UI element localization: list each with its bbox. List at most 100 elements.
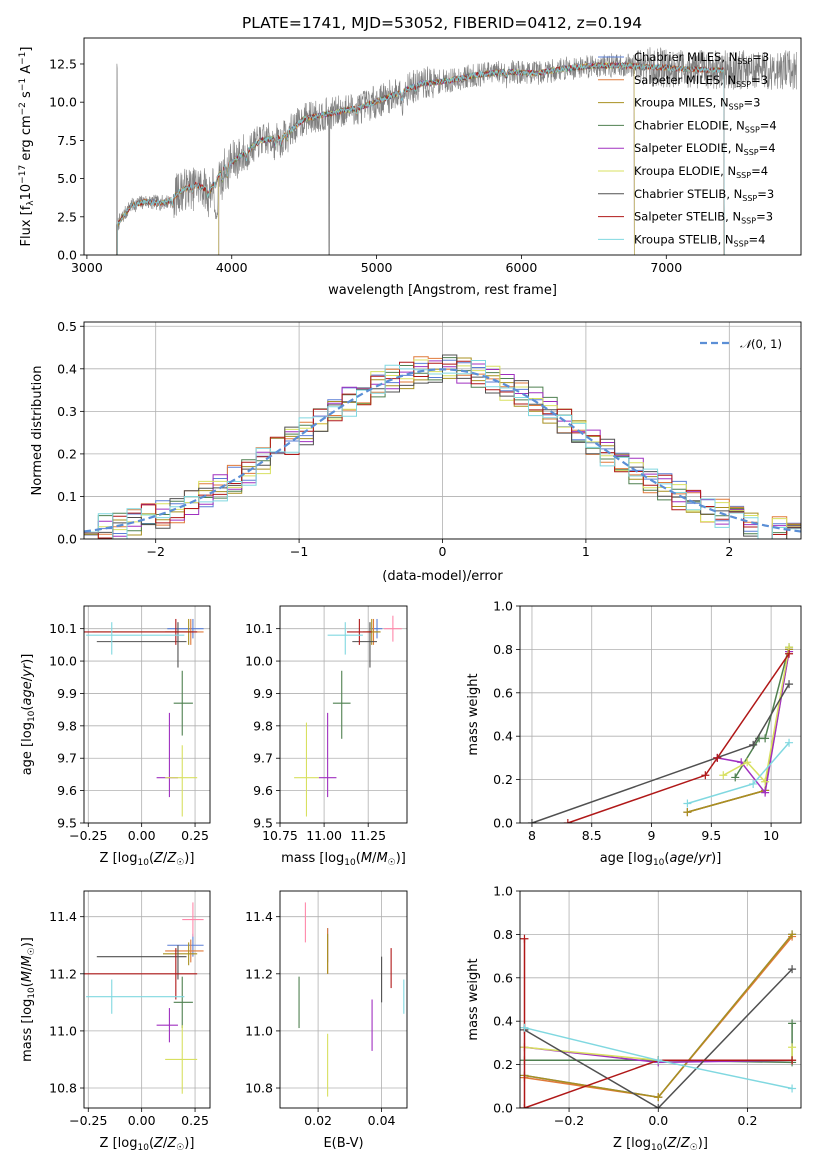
label-part: =3	[757, 187, 774, 201]
label-part: /	[694, 851, 699, 866]
weight-marker	[520, 1104, 529, 1108]
label-part: erg cm	[19, 115, 34, 164]
panel-age_vs_Z: −0.25 0.00 0.25 9.5 9.6 9.7 9.8 9.9 10.0 10.1 Z [l…	[20, 605, 211, 868]
axes-frame	[279, 890, 408, 1109]
y-tick-label: 0.1	[57, 489, 77, 504]
weight-marker	[761, 777, 770, 786]
label-part: yr	[20, 662, 35, 678]
data-layer	[294, 615, 402, 817]
x-tick-label: −0.25	[69, 1113, 107, 1128]
label-part: SSP	[736, 80, 751, 89]
label-part: =3	[744, 96, 761, 110]
label-part: =4	[749, 232, 766, 246]
label-part: 10	[19, 184, 34, 201]
grid	[84, 891, 210, 1108]
label-part: Z	[680, 1136, 691, 1151]
label-part: ☉	[27, 947, 37, 955]
label-part: M	[376, 851, 387, 866]
y-tick-label: 9.8	[57, 718, 77, 733]
axes-frame	[83, 890, 211, 1109]
y-tick-label: 0.8	[493, 642, 513, 657]
legend-entry: Kroupa MILES, NSSP=3	[634, 96, 760, 112]
label-part: /	[163, 1136, 168, 1151]
label-part: =3	[756, 210, 773, 224]
label-part: 10	[27, 987, 37, 999]
plot-area	[520, 606, 801, 823]
label-part: ☉	[690, 1143, 698, 1153]
label-part: λ	[26, 200, 36, 206]
label-part: age	[20, 681, 35, 705]
data-layer	[298, 902, 405, 1097]
y-axis-label: Normed distribution	[30, 366, 45, 496]
weight-marker	[785, 738, 794, 747]
weight-marker	[785, 680, 794, 689]
y-tick-label: 0.3	[57, 404, 77, 419]
label-part: Kroupa MILES, N	[634, 96, 729, 110]
y-axis-label: mass [log10(M/M☉)]	[20, 937, 37, 1062]
label-part: Chabrier STELIB, N	[634, 187, 742, 201]
label-part: SSP	[729, 103, 744, 112]
label-part: Chabrier MILES, N	[634, 50, 737, 64]
x-axis-label: E(B-V)	[323, 1136, 363, 1151]
label-part: 10	[344, 858, 356, 868]
y-tick-label: 9.6	[253, 783, 273, 798]
label-part: mass weight	[466, 673, 481, 755]
legend-entry: Kroupa STELIB, NSSP=4	[634, 232, 765, 248]
weight-marker	[654, 1093, 663, 1102]
data-layer	[520, 930, 797, 1108]
label-part: Salpeter STELIB, N	[634, 210, 741, 224]
x-tick-label: 0.2	[738, 1113, 758, 1128]
y-tick-label: 9.9	[57, 686, 77, 701]
label-part: SSP	[737, 57, 752, 66]
weight-marker	[527, 819, 536, 823]
weight-marker	[788, 1084, 797, 1093]
label-part: =4	[751, 164, 768, 178]
y-tick-label: 11.4	[49, 909, 77, 924]
label-part: Kroupa ELODIE, N	[634, 164, 736, 178]
label-part: ☉	[388, 858, 396, 868]
x-tick-label: 11.25	[350, 828, 386, 843]
y-tick-label: 10.0	[245, 654, 273, 669]
y-tick-label: 9.5	[253, 816, 273, 831]
plot-area	[520, 891, 801, 1108]
weight-marker	[788, 1056, 797, 1065]
label-part: )]	[698, 1136, 708, 1151]
x-axis-label: Z [log10(Z/Z☉)]	[613, 1136, 708, 1153]
x-tick-label: 3000	[71, 260, 103, 275]
panel-mass_weight_vs_Z: −0.2 0.0 0.20.00.20.40.60.81.0Z [log10(Z/Z…	[466, 884, 802, 1153]
y-tick-label: 11.4	[245, 909, 273, 924]
x-tick-label: 9	[648, 828, 656, 843]
label-part: (0, 1)	[751, 337, 782, 351]
data-layer	[84, 902, 204, 1094]
y-axis-label: age [log10(age/yr)]	[20, 654, 37, 776]
x-tick-label: 10.75	[262, 828, 298, 843]
weight-marker	[788, 1043, 797, 1052]
grid	[520, 891, 801, 1108]
label-part: 10	[137, 858, 149, 868]
model-spectrum	[116, 62, 725, 255]
histogram-step	[84, 360, 801, 539]
y-tick-label: 0.6	[493, 970, 513, 985]
label-part: Z [log	[100, 1136, 138, 1151]
x-tick-label: −1	[290, 544, 308, 559]
label-part: E(B-V)	[323, 1136, 363, 1151]
y-tick-label: 9.7	[57, 751, 77, 766]
label-part: /	[372, 851, 377, 866]
x-tick-label: −2	[146, 544, 164, 559]
weight-marker	[713, 753, 722, 762]
weight-marker	[785, 649, 794, 658]
y-tick-label: 0.4	[57, 361, 77, 376]
x-tick-label: 0.00	[128, 1113, 156, 1128]
legend-entry: Kroupa ELODIE, NSSP=4	[634, 164, 768, 180]
label-part: =4	[760, 118, 777, 132]
figure-title: PLATE=1741, MJD=53052, FIBERID=0412, z=0…	[242, 14, 642, 32]
label-part: −1	[18, 78, 28, 91]
label-part: Z	[153, 851, 164, 866]
axes-frame	[83, 37, 802, 256]
label-part: (	[20, 982, 35, 987]
label-part: mass weight	[466, 958, 481, 1040]
y-tick-label: 0.8	[493, 927, 513, 942]
plot-area	[280, 606, 407, 823]
y-tick-label: 1.0	[493, 884, 513, 899]
